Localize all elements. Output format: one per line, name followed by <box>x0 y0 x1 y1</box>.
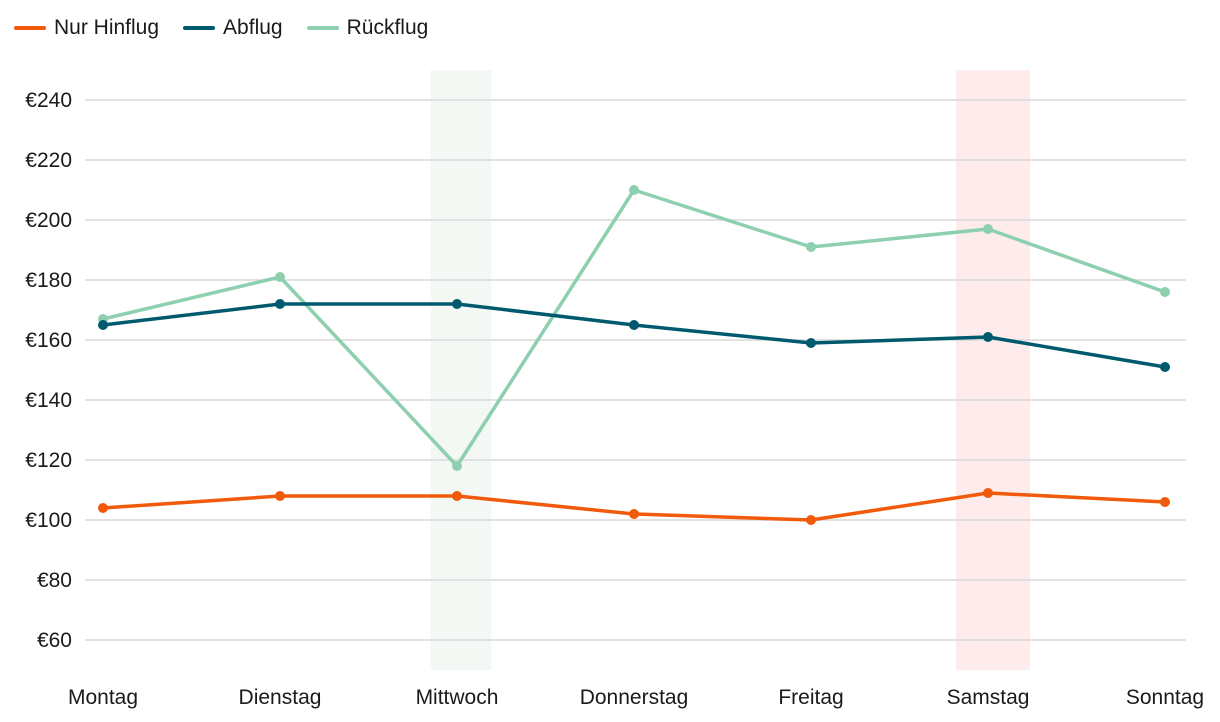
x-tick-label-sonntag: Sonntag <box>1126 686 1204 709</box>
x-axis: Montag Dienstag Mittwoch Donnerstag Freitag S… <box>68 686 1204 709</box>
x-tick-label-donnerstag: Donnerstag <box>580 686 689 709</box>
y-tick-label-220: €220 <box>25 149 72 172</box>
data-point-abflug-samstag[interactable] <box>983 332 993 342</box>
data-point-abflug-donnerstag[interactable] <box>629 320 639 330</box>
y-tick-label-160: €160 <box>25 329 72 352</box>
data-point-abflug-dienstag[interactable] <box>275 299 285 309</box>
y-tick-label-100: €100 <box>25 509 72 532</box>
data-point-nur-hinflug-dienstag[interactable] <box>275 491 285 501</box>
highlight-band-mittwoch <box>430 70 492 670</box>
data-point-abflug-mittwoch[interactable] <box>452 299 462 309</box>
data-series <box>98 185 1170 525</box>
x-tick-label-dienstag: Dienstag <box>239 686 322 709</box>
data-point-nur-hinflug-donnerstag[interactable] <box>629 509 639 519</box>
y-axis: €60 €80 €100 €120 €140 €160 €180 €200 €220 €240 <box>25 89 72 652</box>
y-tick-label-140: €140 <box>25 389 72 412</box>
legend-item-rueckflug[interactable]: Rückflug <box>306 16 429 40</box>
series-nur-hinflug <box>98 488 1170 525</box>
legend-swatch-nur-hinflug <box>14 26 46 30</box>
data-point-ruckflug-freitag[interactable] <box>806 242 816 252</box>
data-point-ruckflug-sonntag[interactable] <box>1160 287 1170 297</box>
data-point-nur-hinflug-freitag[interactable] <box>806 515 816 525</box>
data-point-ruckflug-dienstag[interactable] <box>275 272 285 282</box>
data-point-abflug-sonntag[interactable] <box>1160 362 1170 372</box>
day-highlights <box>430 70 1030 670</box>
data-point-ruckflug-samstag[interactable] <box>983 224 993 234</box>
legend-label-abflug: Abflug <box>223 16 283 39</box>
data-point-nur-hinflug-sonntag[interactable] <box>1160 497 1170 507</box>
y-tick-label-240: €240 <box>25 89 72 112</box>
highlight-band-samstag <box>956 70 1030 670</box>
y-tick-label-200: €200 <box>25 209 72 232</box>
legend-item-abflug[interactable]: Abflug <box>183 16 283 40</box>
data-point-abflug-montag[interactable] <box>98 320 108 330</box>
x-tick-label-mittwoch: Mittwoch <box>416 686 499 709</box>
data-point-nur-hinflug-samstag[interactable] <box>983 488 993 498</box>
series-abflug <box>98 299 1170 372</box>
chart-legend: Nur Hinflug Abflug Rückflug <box>14 16 428 40</box>
data-point-nur-hinflug-montag[interactable] <box>98 503 108 513</box>
data-point-ruckflug-donnerstag[interactable] <box>629 185 639 195</box>
x-tick-label-freitag: Freitag <box>778 686 843 709</box>
x-tick-label-montag: Montag <box>68 686 138 709</box>
data-point-abflug-freitag[interactable] <box>806 338 816 348</box>
y-tick-label-180: €180 <box>25 269 72 292</box>
legend-swatch-abflug <box>183 26 216 30</box>
y-tick-label-80: €80 <box>37 569 72 592</box>
data-point-nur-hinflug-mittwoch[interactable] <box>452 491 462 501</box>
legend-label-nur-hinflug: Nur Hinflug <box>54 16 160 39</box>
legend-item-nur-hinflug[interactable]: Nur Hinflug <box>14 16 159 40</box>
data-point-ruckflug-mittwoch[interactable] <box>452 461 462 471</box>
legend-swatch-rueckflug <box>306 26 339 30</box>
y-tick-label-60: €60 <box>37 629 72 652</box>
y-tick-label-120: €120 <box>25 449 72 472</box>
legend-label-rueckflug: Rückflug <box>346 16 429 39</box>
x-tick-label-samstag: Samstag <box>947 686 1030 709</box>
